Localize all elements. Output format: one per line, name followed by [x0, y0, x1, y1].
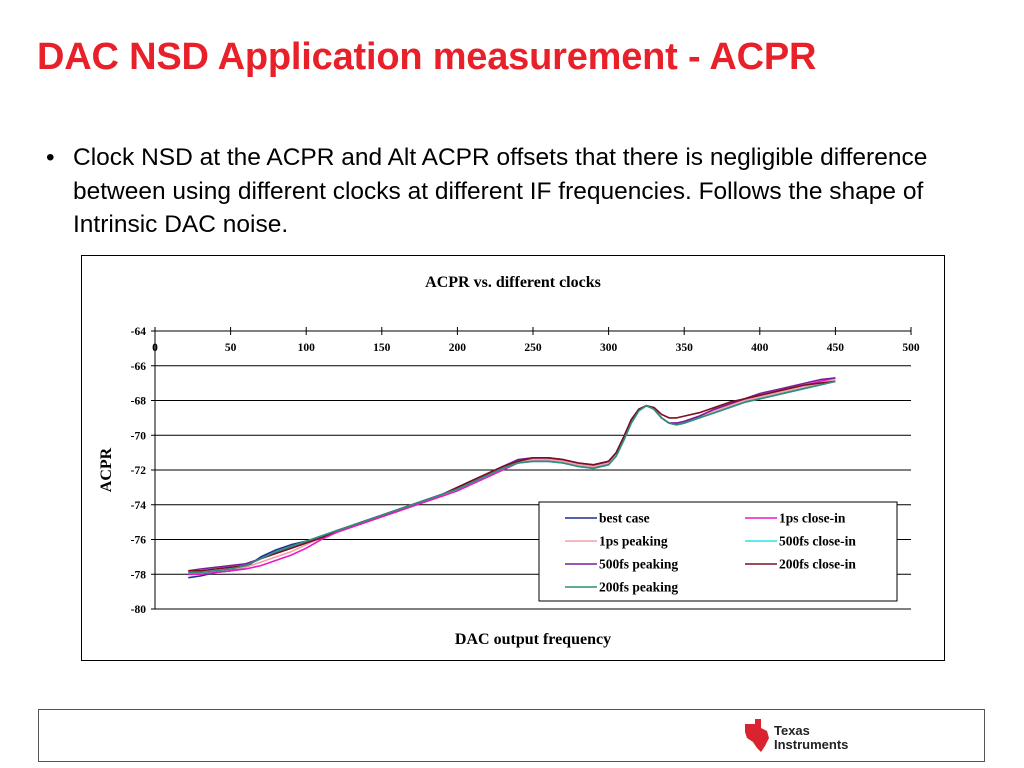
series-line-3: [188, 378, 836, 574]
legend-label: best case: [599, 511, 650, 526]
x-tick-label: 300: [600, 342, 618, 354]
bullet-text: Clock NSD at the ACPR and Alt ACPR offse…: [73, 144, 928, 238]
chart-title: ACPR vs. different clocks: [425, 274, 601, 291]
legend-box: [538, 501, 898, 602]
ti-logo-line2: Instruments: [774, 737, 848, 752]
legend-label: 200fs close-in: [779, 557, 856, 572]
y-tick-label: -70: [131, 430, 147, 442]
acpr-chart: ACPR vs. different clocks -64 -66 -68 -70 -72…: [98, 274, 920, 648]
footer-bar: [38, 709, 985, 762]
x-tick-label: 0: [152, 342, 158, 354]
series-line-6: [188, 380, 836, 572]
legend-label: 500fs peaking: [599, 557, 678, 572]
x-tick-label: 500: [902, 342, 920, 354]
bullet-dot: •: [46, 144, 55, 171]
y-tick-label: -66: [131, 361, 147, 373]
ti-logo: Texas Instruments: [745, 719, 848, 752]
x-tick-label: 400: [751, 342, 769, 354]
x-tick-label: 200: [449, 342, 467, 354]
y-tick-label: -72: [131, 465, 147, 477]
texas-state-ti-logo-icon: [745, 719, 769, 752]
x-tick-label: 250: [524, 342, 542, 354]
bullet-list: • Clock NSD at the ACPR and Alt ACPR off…: [46, 141, 966, 242]
y-tick-label: -68: [131, 396, 147, 408]
x-tick-label: 150: [373, 342, 391, 354]
legend-label: 500fs close-in: [779, 534, 856, 549]
y-tick-label: -76: [131, 535, 147, 547]
x-tick-label: 100: [298, 342, 316, 354]
y-tick-label: -78: [131, 569, 147, 581]
y-tick-label: -80: [131, 604, 147, 616]
legend-label: 200fs peaking: [599, 580, 678, 595]
ti-logo-line1: Texas: [774, 723, 810, 738]
legend-label: 1ps close-in: [779, 511, 846, 526]
x-tick-label: 50: [225, 342, 237, 354]
slide-title: DAC NSD Application measurement - ACPR: [37, 36, 817, 78]
y-tick-label: -64: [131, 326, 147, 338]
x-tick-label: 350: [676, 342, 694, 354]
x-axis-label: DAC output frequency: [455, 631, 611, 648]
legend-label: 1ps peaking: [599, 534, 668, 549]
x-tick-label: 450: [827, 342, 845, 354]
y-axis-label: ACPR: [98, 447, 115, 492]
y-tick-label: -74: [131, 500, 147, 512]
series-line-7: [188, 380, 836, 574]
chart-frame: ACPR vs. different clocks -64 -66 -68 -70 -72…: [81, 255, 945, 661]
